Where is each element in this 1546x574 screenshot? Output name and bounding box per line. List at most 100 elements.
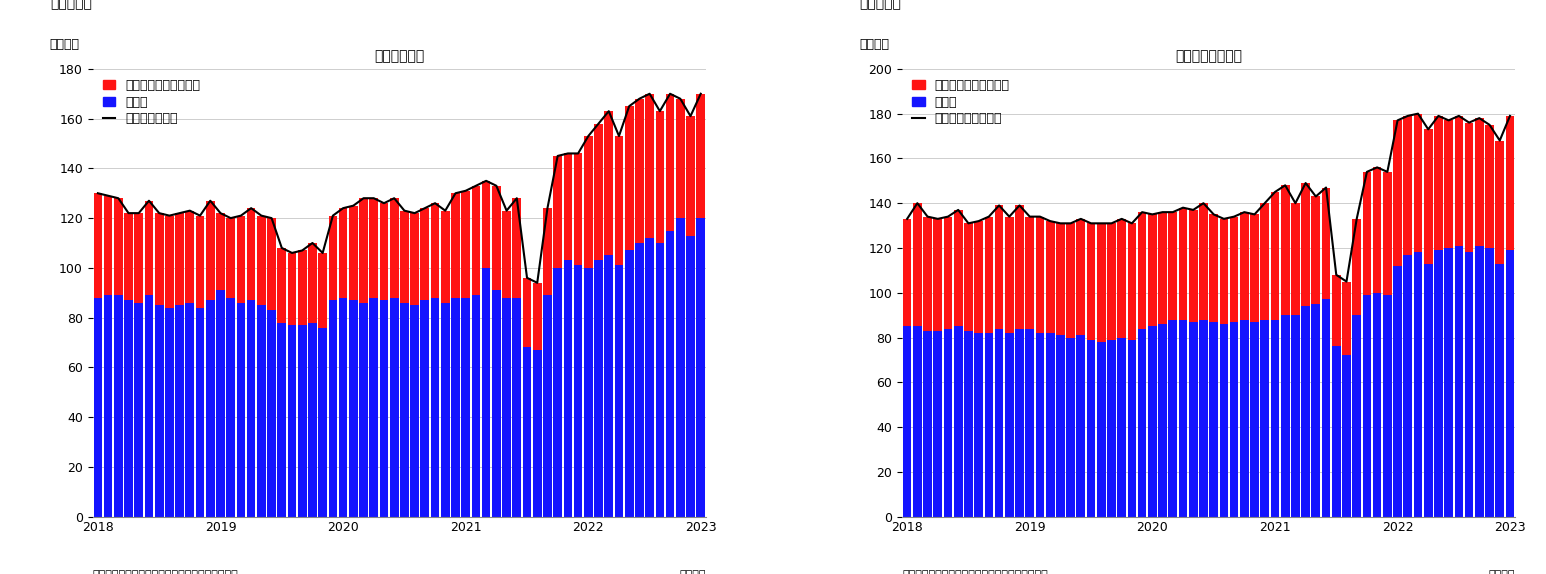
Bar xyxy=(543,208,552,295)
Bar xyxy=(1291,203,1300,315)
Bar xyxy=(1486,125,1493,248)
Bar xyxy=(533,350,541,517)
Bar xyxy=(124,213,133,300)
Bar xyxy=(1158,212,1167,324)
Bar xyxy=(1280,315,1289,517)
Bar xyxy=(903,219,912,326)
Bar xyxy=(923,216,932,331)
Bar xyxy=(359,198,368,302)
Bar xyxy=(1302,183,1309,306)
Bar xyxy=(206,201,215,300)
Bar xyxy=(1200,203,1207,320)
Bar xyxy=(1506,250,1515,517)
Bar xyxy=(923,331,932,517)
Bar xyxy=(974,221,983,333)
Bar xyxy=(1495,263,1504,517)
Bar xyxy=(267,310,275,517)
Bar xyxy=(451,193,459,298)
Bar xyxy=(1169,320,1177,517)
Bar xyxy=(482,181,490,268)
Bar xyxy=(145,295,153,517)
Bar xyxy=(1333,275,1340,347)
Bar xyxy=(1240,320,1249,517)
Bar xyxy=(410,305,419,517)
Bar xyxy=(914,326,921,517)
Bar xyxy=(954,210,963,326)
Bar xyxy=(574,153,583,265)
Bar xyxy=(1424,263,1433,517)
Bar xyxy=(1393,121,1402,266)
Bar xyxy=(288,253,297,325)
Bar xyxy=(410,213,419,305)
Bar xyxy=(165,216,173,308)
Text: （資料）センサス局よりニッセイ基礎研究所作成: （資料）センサス局よりニッセイ基礎研究所作成 xyxy=(93,571,238,574)
Bar xyxy=(1464,123,1473,253)
Bar xyxy=(1169,212,1177,320)
Bar xyxy=(1189,210,1198,322)
Bar xyxy=(666,94,674,231)
Bar xyxy=(1056,335,1065,517)
Bar xyxy=(564,261,572,517)
Bar xyxy=(1025,216,1034,328)
一住宅着工件数 xyxy=(283,250,301,257)
Bar xyxy=(349,300,357,517)
Bar xyxy=(329,216,337,300)
Bar xyxy=(943,328,952,517)
Bar xyxy=(1098,223,1105,342)
Bar xyxy=(965,331,972,517)
Bar xyxy=(666,231,674,517)
Bar xyxy=(1444,248,1453,517)
Bar xyxy=(1209,214,1218,322)
Bar xyxy=(1251,322,1258,517)
Bar xyxy=(421,300,430,517)
Bar xyxy=(1005,333,1014,517)
一住宅着工件数 xyxy=(241,205,260,212)
Bar xyxy=(1056,223,1065,335)
一住宅着工件数 xyxy=(88,190,107,197)
一住宅建築許可件数 xyxy=(1501,113,1520,119)
Bar xyxy=(196,308,204,517)
Bar xyxy=(604,255,614,517)
Bar xyxy=(277,248,286,323)
Bar xyxy=(1413,253,1422,517)
Bar xyxy=(1067,223,1074,338)
一住宅建築許可件数 xyxy=(1102,220,1121,227)
一住宅建築許可件数 xyxy=(1000,213,1019,220)
Bar xyxy=(594,123,603,261)
Bar xyxy=(1404,116,1411,255)
Bar xyxy=(1107,223,1116,340)
Bar xyxy=(1475,246,1484,517)
Bar xyxy=(226,298,235,517)
Bar xyxy=(104,295,113,517)
Bar xyxy=(1178,320,1187,517)
Bar xyxy=(93,298,102,517)
Bar xyxy=(994,328,1003,517)
Bar xyxy=(175,213,184,305)
Bar xyxy=(135,302,144,517)
Text: （月次）: （月次） xyxy=(679,571,707,574)
Bar xyxy=(298,250,306,325)
Bar xyxy=(216,290,224,517)
Bar xyxy=(615,265,623,517)
Bar xyxy=(1127,223,1136,340)
Bar xyxy=(656,111,665,243)
一住宅着工件数 xyxy=(263,215,281,222)
Bar xyxy=(93,193,102,298)
Bar xyxy=(1189,322,1198,517)
Bar xyxy=(1291,315,1300,517)
Bar xyxy=(472,295,481,517)
一住宅着工件数 xyxy=(467,183,485,189)
Text: （図表１）: （図表１） xyxy=(49,0,91,11)
Bar xyxy=(1373,168,1382,293)
Bar xyxy=(954,326,963,517)
Bar xyxy=(104,196,113,295)
Bar xyxy=(635,243,643,517)
Bar xyxy=(1271,320,1279,517)
Bar xyxy=(461,191,470,298)
Bar xyxy=(1424,129,1433,263)
Bar xyxy=(267,218,275,310)
Bar xyxy=(1373,293,1382,517)
Bar xyxy=(1302,306,1309,517)
Bar xyxy=(1322,188,1331,300)
Bar xyxy=(1098,342,1105,517)
